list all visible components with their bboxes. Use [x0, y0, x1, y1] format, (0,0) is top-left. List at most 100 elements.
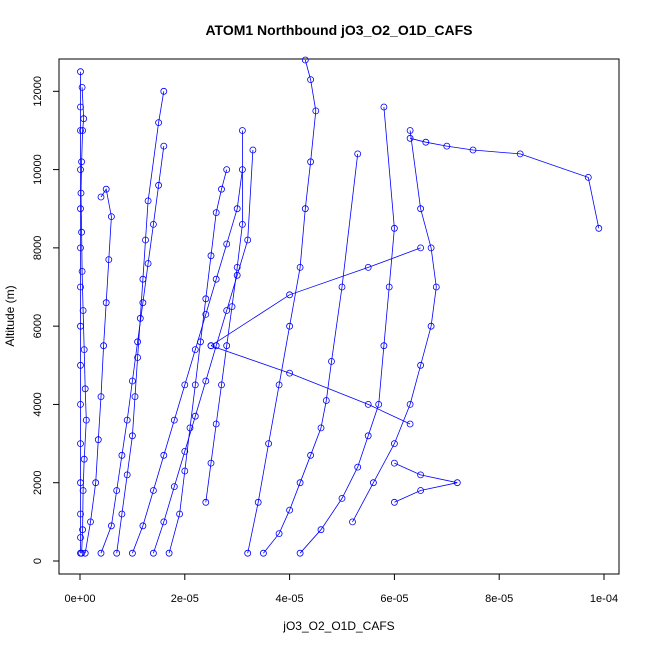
data-point — [422, 138, 430, 146]
x-tick-label: 2e-05 — [171, 593, 199, 605]
series-14 — [207, 342, 414, 428]
data-point — [165, 549, 173, 557]
data-point — [390, 440, 398, 448]
data-point — [328, 357, 335, 365]
data-point — [249, 146, 257, 154]
data-point — [286, 291, 294, 299]
data-point — [516, 150, 524, 158]
data-point — [364, 400, 372, 408]
data-point — [296, 549, 304, 557]
data-point — [79, 127, 86, 134]
chart-title: ATOM1 Northbound jO3_O2_O1D_CAFS — [205, 22, 472, 38]
data-point — [144, 260, 152, 267]
data-point — [79, 526, 86, 534]
series-line — [247, 59, 317, 554]
data-point — [77, 440, 84, 448]
data-point — [142, 236, 149, 244]
data-point — [139, 522, 147, 530]
data-point — [259, 549, 267, 557]
data-point — [131, 393, 139, 401]
series-3 — [97, 142, 168, 557]
data-point — [176, 510, 184, 518]
plot-area — [77, 56, 603, 557]
data-point — [80, 115, 88, 123]
data-point — [406, 134, 414, 142]
series-line — [132, 169, 243, 554]
data-point — [406, 420, 414, 428]
y-tick-label: 10000 — [32, 154, 44, 185]
data-point — [427, 322, 435, 330]
data-point — [390, 224, 398, 232]
data-point — [228, 303, 236, 311]
data-point — [123, 416, 131, 424]
series-8 — [202, 127, 246, 506]
data-point — [406, 400, 414, 408]
data-point — [134, 354, 142, 361]
series-line — [394, 462, 458, 503]
data-point — [322, 397, 330, 404]
data-point — [307, 76, 315, 83]
data-point — [312, 107, 320, 115]
data-point — [354, 463, 362, 471]
data-point — [349, 518, 356, 526]
data-point — [160, 451, 168, 459]
data-point — [77, 400, 84, 408]
data-point — [77, 510, 84, 518]
data-point — [197, 338, 204, 346]
data-point — [128, 377, 136, 385]
data-point — [364, 432, 372, 440]
data-point — [79, 307, 87, 314]
data-point — [417, 487, 425, 494]
data-point — [94, 436, 102, 444]
series-15 — [406, 134, 603, 232]
series-line — [352, 130, 437, 523]
data-point — [77, 166, 84, 174]
data-point — [375, 400, 383, 408]
data-point — [81, 549, 89, 557]
data-point — [202, 377, 210, 385]
series-line — [153, 149, 254, 554]
data-point — [233, 271, 241, 279]
y-tick-label: 8000 — [32, 236, 44, 260]
series-11 — [296, 103, 398, 557]
data-point — [149, 220, 157, 228]
data-point — [87, 518, 94, 526]
series-5 — [128, 166, 246, 557]
series-line — [210, 345, 411, 425]
data-point — [238, 220, 246, 228]
data-point — [170, 483, 178, 491]
data-point — [254, 498, 262, 506]
data-point — [427, 244, 435, 252]
data-point — [77, 205, 84, 213]
data-point — [244, 236, 252, 244]
data-point — [364, 263, 372, 271]
data-point — [77, 361, 84, 369]
data-point — [286, 322, 294, 330]
data-point — [338, 494, 346, 502]
data-point — [139, 275, 147, 283]
data-point — [286, 369, 294, 377]
series-line — [299, 106, 395, 554]
data-point — [113, 487, 121, 494]
series-12 — [349, 127, 440, 526]
data-point — [186, 424, 194, 432]
data-point — [369, 479, 377, 487]
data-point — [77, 189, 85, 197]
data-point — [275, 530, 283, 537]
series-9 — [244, 56, 320, 557]
data-point — [128, 549, 136, 557]
series-line — [100, 146, 165, 554]
series-line — [210, 247, 421, 347]
data-point — [207, 459, 215, 467]
data-point — [265, 440, 273, 448]
x-tick-label: 8e-05 — [485, 593, 513, 605]
data-point — [97, 549, 105, 557]
data-point — [212, 420, 220, 428]
data-point — [160, 87, 168, 95]
data-point — [296, 479, 304, 487]
data-point — [307, 451, 315, 459]
x-tick-label: 0e+00 — [65, 593, 96, 605]
data-point — [78, 228, 85, 236]
data-point — [77, 244, 84, 252]
data-point — [118, 451, 126, 459]
